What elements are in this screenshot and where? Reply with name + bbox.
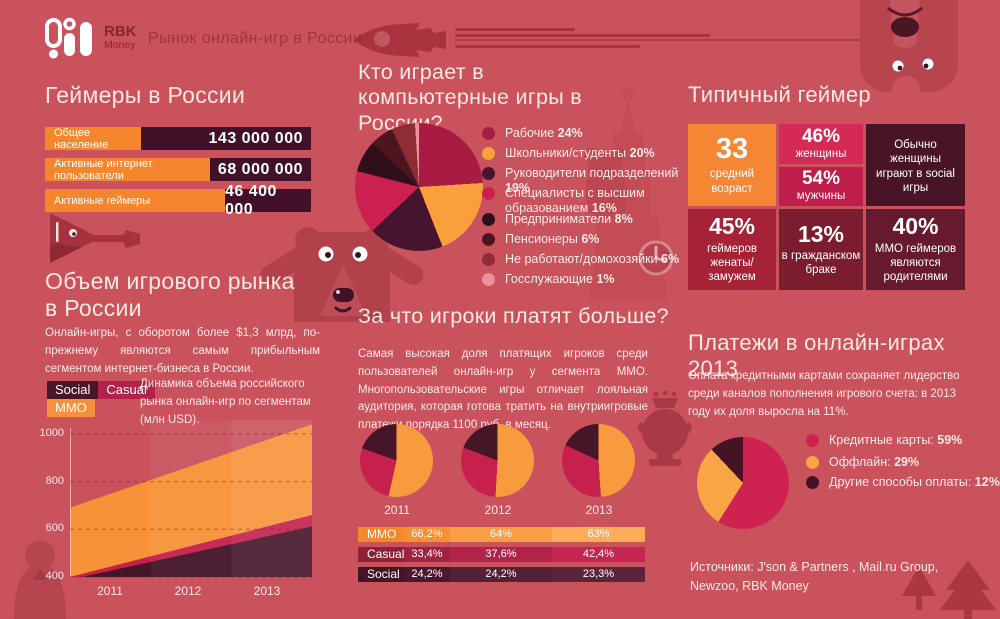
gamers-bar-row: Общее население 143 000 000 — [45, 127, 311, 151]
segment-pie-2011 — [360, 424, 433, 497]
legend-chip-casual: Casual — [98, 381, 155, 399]
section-title-typical-gamer: Типичный геймер — [688, 82, 871, 107]
segment-table-row: Social 24,2% 24,2% 23,3% — [358, 567, 645, 582]
y-axis-tick: 800 — [45, 474, 64, 487]
brand-name: RBK — [104, 23, 137, 40]
legend-item: Предприниматели 8% — [482, 212, 682, 227]
typical-cell-women: 46% женщины — [779, 124, 863, 164]
segment-table-row: MMO 66,2% 64% 63% — [358, 527, 645, 542]
y-axis-tick: 400 — [45, 570, 64, 582]
bar-value: 68 000 000 — [210, 158, 311, 181]
legend-item: Оффлайн: 29% — [806, 455, 996, 470]
legend-dot — [806, 434, 819, 447]
segment-pie-2012 — [461, 424, 534, 497]
x-axis-tick: 2013 — [253, 584, 281, 598]
legend-item: Пенсионеры 6% — [482, 232, 682, 247]
table-cell: 24,2% — [450, 567, 552, 582]
section-title-payments: Платежи в онлайн-играх 2013 — [688, 330, 945, 381]
typical-cell-civil: 13% в гражданском браке — [779, 209, 863, 290]
market-paragraph: Онлайн-игры, с оборотом более $1,3 млрд,… — [45, 327, 320, 375]
legend-item: Госслужающие 1% — [482, 272, 682, 287]
speed-lines-icon — [455, 34, 710, 37]
legend-chip-social: Social — [47, 381, 99, 399]
table-cell: 64% — [450, 527, 552, 542]
market-area-chart — [70, 420, 312, 578]
bar-label: Общее население — [45, 127, 141, 151]
legend-dot — [482, 213, 495, 226]
legend-dot — [482, 253, 495, 266]
typical-cell-social-note: Обычно женщины играют в social игры — [866, 124, 965, 206]
section-title-gamers: Геймеры в России — [45, 82, 246, 108]
x-axis-tick: 2012 — [174, 584, 202, 598]
gamers-bar-row: Активные геймеры 46 400 000 — [45, 183, 311, 218]
bar-label: Активные геймеры — [45, 189, 225, 212]
table-cell: 24,2% — [404, 567, 450, 582]
row-label: Casual — [358, 547, 404, 562]
pie-year-label: 2013 — [585, 503, 613, 517]
typical-cell-parents: 40% MMO геймеров являются родителями — [866, 209, 965, 290]
table-cell: 63% — [552, 527, 645, 542]
legend-item: Рабочие 24% — [482, 126, 682, 141]
table-cell: 23,3% — [552, 567, 645, 582]
speed-lines-icon — [455, 45, 640, 48]
y-axis-tick: 1000 — [39, 426, 64, 439]
brand-subname: Money — [104, 39, 136, 51]
rocket-icon — [354, 23, 446, 57]
legend-item: Школьники/студенты 20% — [482, 146, 682, 161]
legend-dot — [482, 167, 495, 180]
rbk-money-logo — [45, 17, 92, 59]
page-title: Рынок онлайн-игр в России — [148, 30, 363, 47]
market-chart-caption: Динамика объема российского рынка онлайн… — [140, 378, 311, 426]
legend-dot — [482, 273, 495, 286]
speed-lines-icon — [455, 28, 575, 31]
payments-paragraph: Оплата кредитными картами сохраняет лиде… — [688, 370, 960, 418]
balalaika-icon — [50, 213, 140, 263]
gamers-bar-row: Активные интернет пользователи 68 000 00… — [45, 158, 311, 182]
legend-item: Другие способы оплаты: 12% — [806, 475, 1000, 490]
typical-cell-age: 33 средний возраст — [688, 124, 776, 206]
legend-item: Не работают/домохозяйки 6% — [482, 252, 692, 267]
table-cell: 37,6% — [450, 547, 552, 562]
legend-dot — [482, 127, 495, 140]
bar-value: 46 400 000 — [225, 183, 311, 218]
legend-dot — [806, 476, 819, 489]
bar-label: Активные интернет пользователи — [45, 158, 210, 182]
speed-lines-icon — [455, 39, 892, 41]
x-axis-tick: 2011 — [97, 584, 123, 598]
row-label: Social — [358, 567, 404, 582]
market-legend: Social Casual MMO — [47, 381, 167, 417]
row-label: MMO — [358, 527, 404, 542]
table-cell: 66,2% — [404, 527, 450, 542]
table-cell: 33,4% — [404, 547, 450, 562]
legend-item: Руководители подразделений 19% — [482, 166, 692, 196]
table-cell: 42,4% — [552, 547, 645, 562]
legend-dot — [482, 147, 495, 160]
sources-note: Источники: J'son & Partners , Mail.ru Gr… — [690, 560, 939, 594]
section-title-who-plays: Кто играет в компьютерные игры в России? — [358, 60, 583, 135]
section-title-pay-more: За что игроки платят больше? — [358, 304, 669, 328]
typical-cell-men: 54% мужчины — [779, 167, 863, 206]
y-axis-tick: 600 — [45, 522, 64, 535]
section-title-market: Объем игрового рынка в России — [45, 268, 295, 322]
typical-cell-married: 45% геймеров женаты/замужем — [688, 209, 776, 290]
legend-dot — [482, 187, 495, 200]
legend-chip-mmo: MMO — [47, 399, 95, 417]
legend-item: Кредитные карты: 59% — [806, 433, 996, 448]
segment-table-row: Casual 33,4% 37,6% 42,4% — [358, 547, 645, 562]
upside-down-bear-icon — [860, 0, 958, 100]
pie-year-label: 2012 — [484, 503, 512, 517]
players-pie-chart — [355, 123, 483, 251]
segment-pie-2013 — [562, 424, 635, 497]
legend-item: Специалисты с высшим образованием 16% — [482, 186, 667, 216]
legend-dot — [806, 456, 819, 469]
bar-value: 143 000 000 — [141, 127, 311, 150]
pie-year-label: 2011 — [384, 503, 410, 517]
payments-pie-chart — [697, 437, 789, 529]
legend-dot — [482, 233, 495, 246]
pay-more-paragraph: Самая высокая доля платящих игроков сред… — [358, 348, 648, 432]
